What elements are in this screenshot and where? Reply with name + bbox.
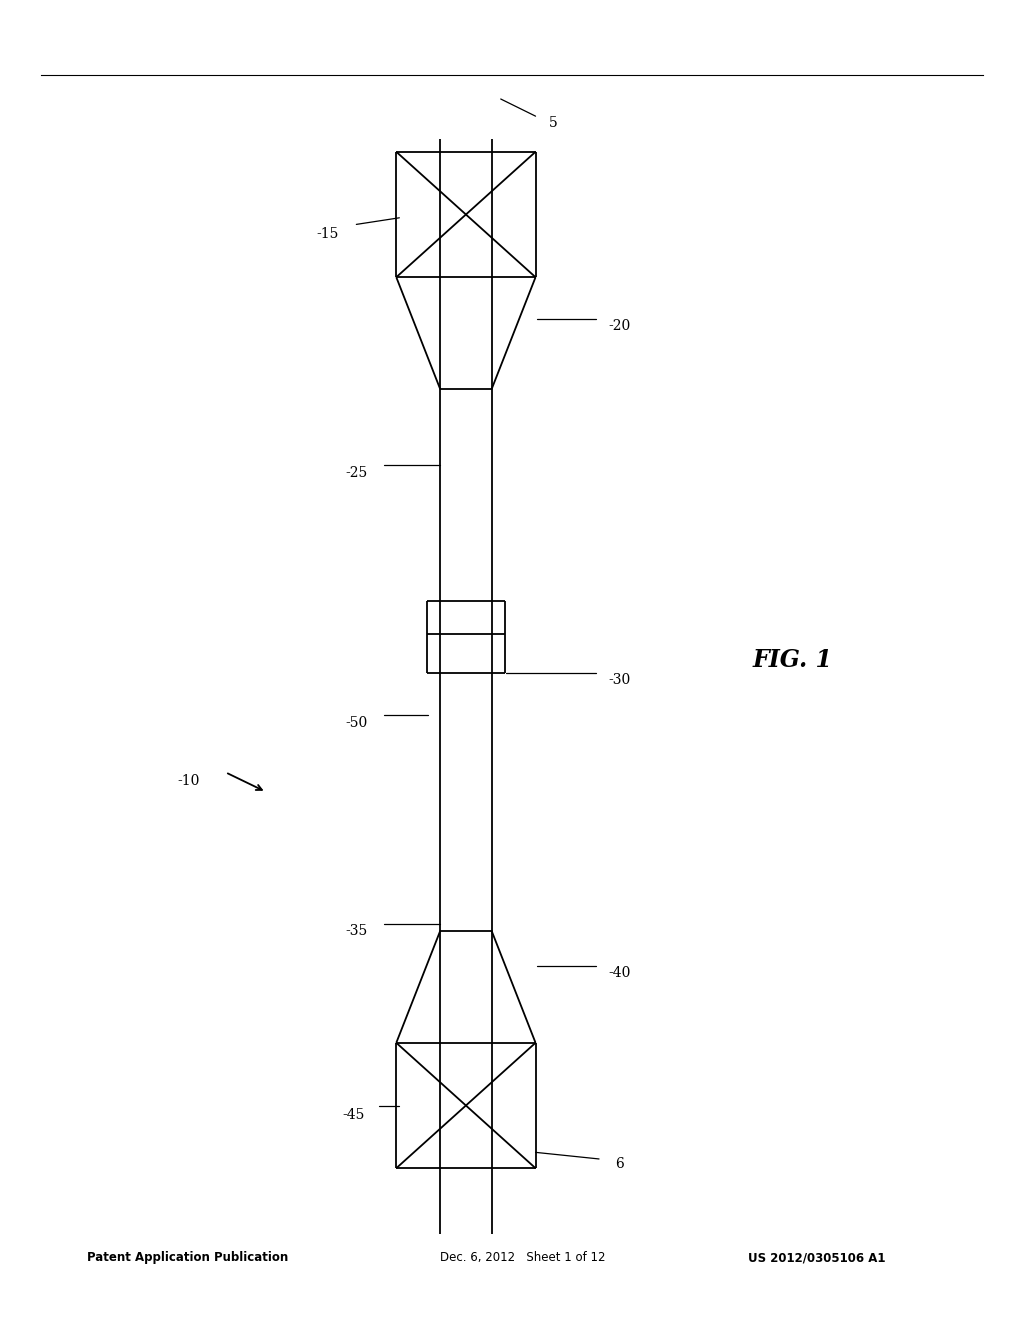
Text: US 2012/0305106 A1: US 2012/0305106 A1 bbox=[748, 1251, 885, 1265]
Text: -45: -45 bbox=[342, 1109, 365, 1122]
Text: -30: -30 bbox=[608, 673, 631, 686]
Text: -25: -25 bbox=[345, 466, 368, 479]
Text: -15: -15 bbox=[316, 227, 339, 240]
Text: Dec. 6, 2012   Sheet 1 of 12: Dec. 6, 2012 Sheet 1 of 12 bbox=[440, 1251, 606, 1265]
Text: Patent Application Publication: Patent Application Publication bbox=[87, 1251, 289, 1265]
Text: 6: 6 bbox=[615, 1158, 624, 1171]
Text: -50: -50 bbox=[345, 717, 368, 730]
Text: 5: 5 bbox=[549, 116, 557, 129]
Text: FIG. 1: FIG. 1 bbox=[753, 648, 833, 672]
Text: -35: -35 bbox=[345, 924, 368, 937]
Text: -40: -40 bbox=[608, 966, 631, 979]
Text: -10: -10 bbox=[177, 775, 200, 788]
Text: -20: -20 bbox=[608, 319, 631, 333]
